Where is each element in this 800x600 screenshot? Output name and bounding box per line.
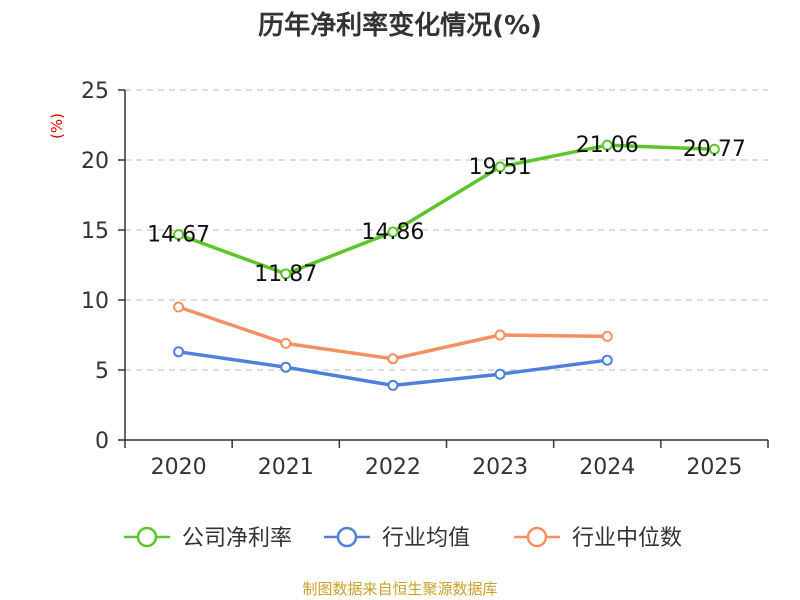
y-tick-label: 5 (95, 359, 109, 384)
data-point (280, 361, 292, 373)
data-point (387, 379, 399, 391)
x-tick-label: 2022 (365, 455, 421, 480)
legend-marker-icon (526, 526, 548, 548)
x-tick-label: 2021 (258, 455, 314, 480)
series-lines (173, 139, 720, 391)
y-tick-label: 25 (81, 79, 109, 104)
data-point (601, 330, 613, 342)
y-tick-label: 10 (81, 289, 109, 314)
data-point (494, 329, 506, 341)
legend-label: 公司净利率 (182, 526, 292, 551)
series-line (176, 143, 717, 276)
data-label: 14.67 (147, 223, 210, 248)
x-tick-label: 2024 (579, 455, 635, 480)
data-point (387, 353, 399, 365)
data-label: 20.77 (683, 137, 746, 162)
data-point (494, 368, 506, 380)
x-tick-label: 2023 (472, 455, 528, 480)
data-label: 19.51 (469, 155, 532, 180)
data-label: 14.86 (361, 220, 424, 245)
y-unit-label: (%) (48, 113, 66, 139)
data-point (280, 337, 292, 349)
data-point (280, 268, 292, 280)
data-point (601, 139, 613, 151)
y-tick-label: 0 (95, 429, 109, 454)
source-note: 制图数据来自恒生聚源数据库 (302, 580, 497, 598)
legend: 公司净利率 行业均值 行业中位数 (124, 526, 682, 551)
data-point (494, 161, 506, 173)
legend-marker-icon (136, 526, 158, 548)
data-point (173, 229, 185, 241)
legend-label: 行业均值 (382, 526, 470, 551)
legend-label: 行业中位数 (572, 526, 682, 551)
gridlines (125, 89, 768, 371)
data-point (173, 301, 185, 313)
x-tick-label: 2020 (151, 455, 207, 480)
data-point (387, 226, 399, 238)
y-tick-label: 15 (81, 219, 109, 244)
data-point (173, 346, 185, 358)
x-tick-label: 2025 (686, 455, 742, 480)
data-labels: 14.67 11.87 14.86 19.51 21.06 20.77 (147, 133, 746, 287)
data-label: 21.06 (576, 133, 639, 158)
series-line (176, 305, 609, 361)
legend-marker-icon (336, 526, 358, 548)
data-point (708, 143, 720, 155)
data-point (601, 354, 613, 366)
data-label: 11.87 (254, 262, 317, 287)
chart-title: 历年净利率变化情况(%) (258, 10, 542, 41)
y-tick-label: 20 (81, 149, 109, 174)
